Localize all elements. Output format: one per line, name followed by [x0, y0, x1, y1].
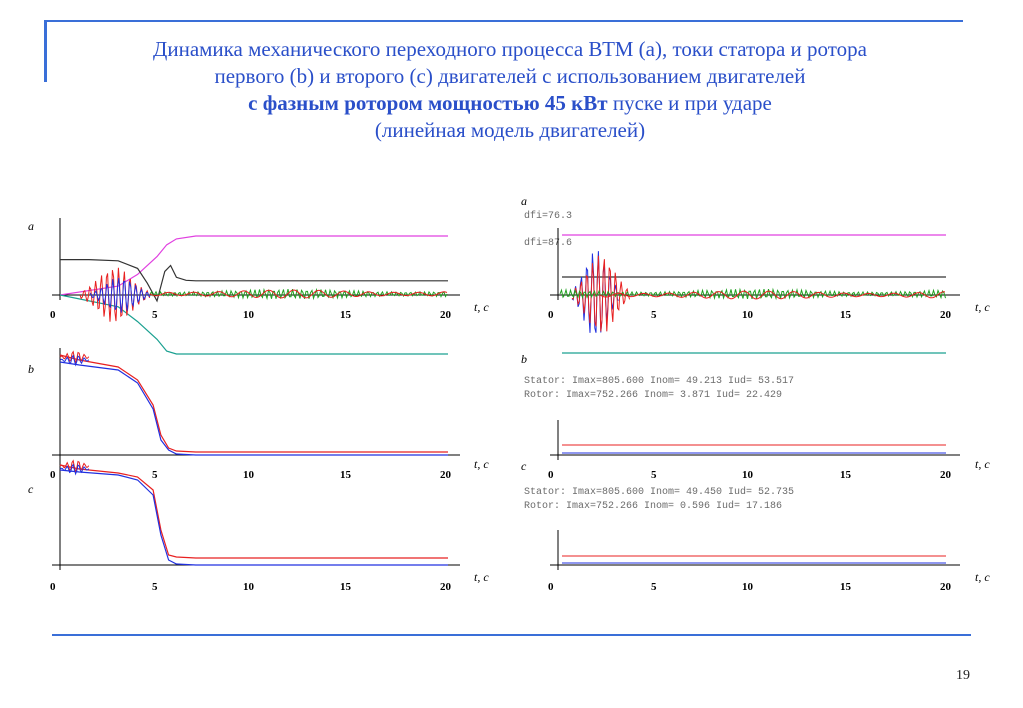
left-a-axis-label: t, c — [474, 300, 489, 314]
right-c-tick-0: 0 — [548, 581, 554, 593]
left-a-tick-20: 20 — [440, 309, 452, 321]
left-figure: a 0 5 10 15 20 t, c b 0 5 10 15 20 t, c … — [28, 218, 489, 593]
left-a-tick-5: 5 — [152, 309, 158, 321]
left-a-red-band — [149, 289, 448, 299]
title-line-3-bold: с фазным ротором мощностью 45 кВт — [248, 91, 608, 115]
right-c-axis-label: t, c — [975, 570, 990, 584]
left-b-tick-20: 20 — [440, 469, 452, 481]
left-a-tick-0: 0 — [50, 309, 56, 321]
left-b-series-blue-line — [59, 361, 448, 456]
left-a-label: a — [28, 219, 34, 233]
left-b-label: b — [28, 362, 34, 376]
page-number: 19 — [956, 668, 970, 683]
left-b-axis-label: t, c — [474, 457, 489, 471]
left-c-series — [59, 459, 448, 566]
right-b-tick-10: 10 — [742, 469, 754, 481]
left-b-blue-burst — [59, 354, 90, 367]
right-a-oscillation — [559, 251, 946, 333]
left-c-tick-5: 5 — [152, 581, 158, 593]
right-c-tick-10: 10 — [742, 581, 754, 593]
left-a-oscillation — [79, 267, 448, 322]
left-a-series-teal-line — [59, 294, 448, 355]
left-c-tick-20: 20 — [440, 581, 452, 593]
left-b-tick-5: 5 — [152, 469, 158, 481]
right-a-tick-5: 5 — [651, 309, 657, 321]
left-b-tick-10: 10 — [243, 469, 255, 481]
left-a-tick-15: 15 — [340, 309, 352, 321]
right-a-axis-label: t, c — [975, 300, 990, 314]
left-c-axis-label: t, c — [474, 570, 489, 584]
right-c-label: c — [521, 459, 527, 473]
left-b-tick-15: 15 — [340, 469, 352, 481]
right-b-label: b — [521, 352, 527, 366]
left-c-series-red-line — [59, 464, 448, 559]
title-line-4: (линейная модель двигателей) — [374, 118, 646, 142]
left-c-tick-15: 15 — [340, 581, 352, 593]
right-c-tick-20: 20 — [940, 581, 952, 593]
bottom-rule — [52, 634, 971, 636]
right-b-rotor: Rotor: Imax=752.266 Inom= 3.871 Iud= 22.… — [524, 389, 782, 401]
right-b-axis-label: t, c — [975, 457, 990, 471]
right-b-tick-5: 5 — [651, 469, 657, 481]
left-b-series — [59, 350, 448, 456]
left-b-tick-0: 0 — [50, 469, 56, 481]
left-b-red-burst — [59, 350, 90, 365]
right-b-tick-15: 15 — [840, 469, 852, 481]
right-a-green-band — [559, 287, 946, 301]
right-a-tick-0: 0 — [548, 309, 554, 321]
left-c-label: c — [28, 482, 34, 496]
right-b-tick-0: 0 — [548, 469, 554, 481]
slide-title: Динамика механического переходного проце… — [60, 36, 960, 144]
right-a-red-band — [599, 290, 946, 300]
left-a-series-magenta-line — [59, 235, 448, 296]
right-a-label: a — [521, 194, 527, 208]
left-a-tick-10: 10 — [243, 309, 255, 321]
title-line-1: Динамика механического переходного проце… — [153, 37, 867, 61]
right-a-series — [562, 234, 946, 354]
left-c-tick-10: 10 — [243, 581, 255, 593]
title-line-3-rest: пуске и при ударе — [607, 91, 772, 115]
left-a-series — [59, 235, 448, 355]
title-line-2: первого (b) и второго (c) двигателей с и… — [214, 64, 806, 88]
left-c-series-blue-line — [59, 469, 448, 566]
right-b-stator: Stator: Imax=805.600 Inom= 49.213 Iud= 5… — [524, 375, 794, 387]
right-a-red-burst — [571, 255, 631, 332]
left-c-blue-burst — [59, 463, 90, 476]
left-c-red-burst — [59, 459, 90, 474]
right-a-tick-10: 10 — [742, 309, 754, 321]
right-a-dfi1: dfi=76.3 — [524, 210, 572, 222]
right-a-dfi2: dfi=87.6 — [524, 237, 572, 249]
right-c-tick-15: 15 — [840, 581, 852, 593]
right-a-tick-20: 20 — [940, 309, 952, 321]
left-b-series-red-line — [59, 354, 448, 453]
left-a-blue-burst — [89, 277, 151, 313]
left-a-series-black-line — [60, 259, 448, 303]
right-figure: a dfi=76.3 dfi=87.6 0 5 10 15 20 t, c b … — [521, 194, 990, 593]
left-rule — [44, 20, 47, 82]
right-c-tick-5: 5 — [651, 581, 657, 593]
left-a-green-band — [149, 287, 448, 301]
right-c-stator: Stator: Imax=805.600 Inom= 49.450 Iud= 5… — [524, 486, 794, 498]
top-rule — [44, 20, 963, 22]
right-c-rotor: Rotor: Imax=752.266 Inom= 0.596 Iud= 17.… — [524, 500, 782, 512]
right-a-tick-15: 15 — [840, 309, 852, 321]
right-b-tick-20: 20 — [940, 469, 952, 481]
left-c-tick-0: 0 — [50, 581, 56, 593]
title-line-3: с фазным ротором мощностью 45 кВт пуске … — [60, 90, 960, 117]
